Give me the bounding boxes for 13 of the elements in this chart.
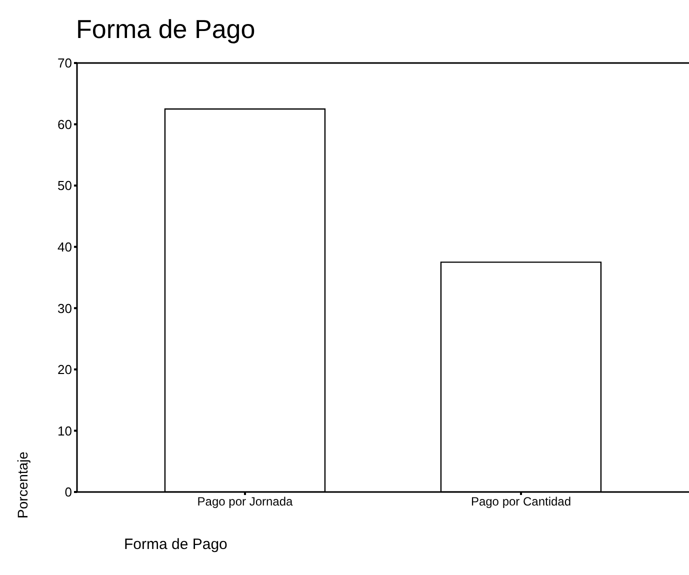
y-tick-label: 10	[58, 423, 72, 438]
x-tick-label: Pago por Jornada	[197, 494, 294, 509]
y-tick-label: 70	[58, 56, 72, 71]
x-axis-title: Forma de Pago	[124, 536, 228, 553]
y-axis-title: Porcentaje	[14, 452, 30, 518]
y-tick-label: 50	[58, 178, 72, 194]
x-tick-label: Pago por Cantidad	[470, 494, 572, 509]
chart-title: Forma de Pago	[76, 14, 256, 45]
y-tick-label: 30	[58, 300, 72, 316]
y-tick-label: 20	[58, 362, 72, 378]
y-tick-label: 0	[64, 484, 72, 500]
y-tick-label: 60	[58, 116, 72, 132]
y-tick-label: 40	[58, 239, 72, 254]
